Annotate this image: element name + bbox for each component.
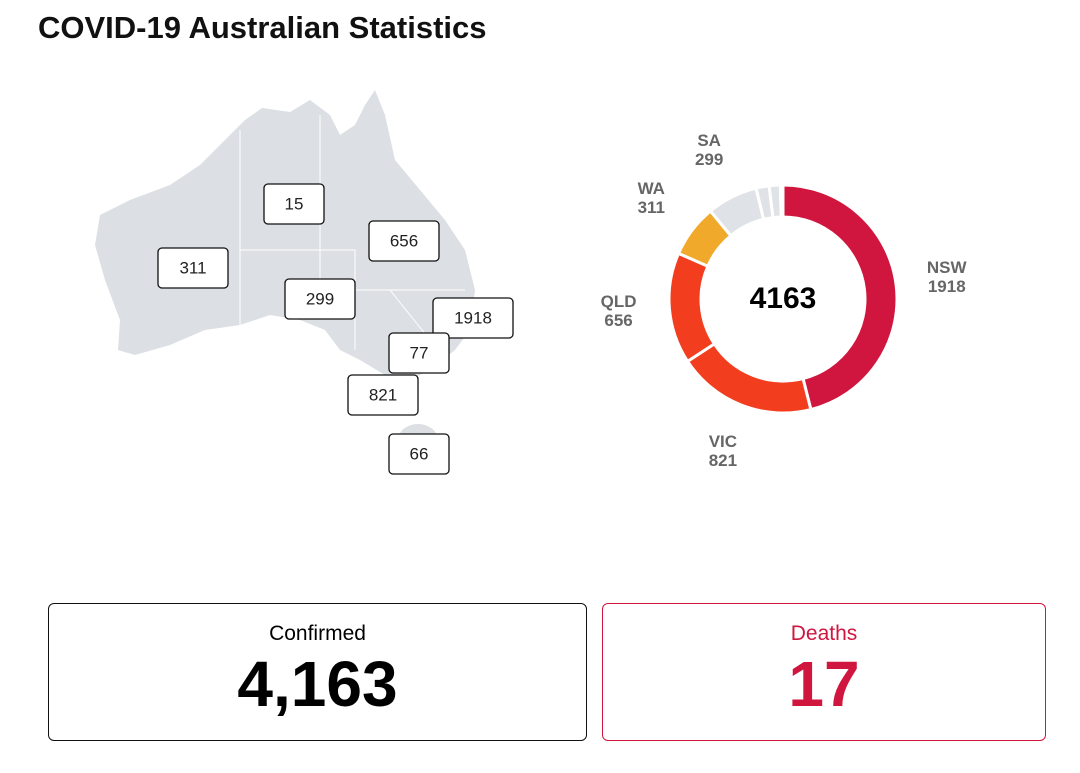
slice-value: 311 xyxy=(638,198,665,217)
map-label: 66 xyxy=(410,444,429,463)
charts: 1565631129919187782166NSW1918VIC821QLD65… xyxy=(95,90,968,475)
deaths-card: Deaths 17 xyxy=(602,603,1046,741)
map-label-box xyxy=(388,332,450,374)
card-value: 17 xyxy=(788,648,860,720)
slice-label: NSW xyxy=(927,258,968,277)
donut-slice xyxy=(781,183,899,412)
page-title: COVID-19 Australian Statistics xyxy=(38,10,487,45)
donut-slice xyxy=(778,183,785,219)
slice-label: SA xyxy=(697,131,721,150)
map-label-box xyxy=(368,220,440,262)
card-title: Confirmed xyxy=(269,622,366,645)
slice-value: 656 xyxy=(604,311,632,330)
map-label-box xyxy=(432,297,514,339)
map-label: 656 xyxy=(390,231,418,250)
slice-label: VIC xyxy=(709,432,737,451)
map-label-box xyxy=(157,247,229,289)
map-label-box xyxy=(347,374,419,416)
map-label: 311 xyxy=(179,258,206,277)
map-label: 15 xyxy=(285,194,304,213)
map-label-box xyxy=(284,278,356,320)
map-label: 299 xyxy=(306,289,334,308)
donut-slice xyxy=(685,341,813,415)
map-label: 77 xyxy=(410,343,429,362)
map-label: 1918 xyxy=(454,308,492,327)
donut-slice xyxy=(667,251,717,364)
slice-value: 299 xyxy=(695,150,723,169)
slice-label: WA xyxy=(638,179,665,198)
mainland xyxy=(95,90,475,380)
slice-label: QLD xyxy=(601,292,637,311)
slice-value: 1918 xyxy=(928,277,966,296)
slice-value: 821 xyxy=(709,451,737,470)
map-label-box xyxy=(263,183,325,225)
card-title: Deaths xyxy=(790,622,858,645)
map-label-box xyxy=(388,433,450,475)
card-value: 4,163 xyxy=(237,648,398,720)
donut-total: 4163 xyxy=(750,282,817,315)
map-label: 821 xyxy=(369,385,397,404)
confirmed-card: Confirmed 4,163 xyxy=(48,603,587,741)
